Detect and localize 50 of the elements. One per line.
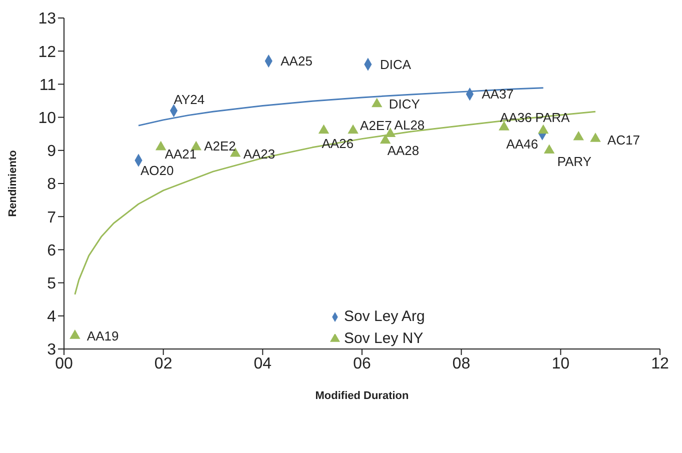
point: [538, 124, 549, 134]
y-tick-label: 13: [38, 10, 56, 28]
y-tick-label: 11: [39, 76, 56, 94]
annotation: A2E7: [360, 118, 392, 134]
point: [380, 134, 391, 144]
annotation: DICA: [380, 56, 412, 72]
annotation: AY24: [174, 92, 205, 108]
point: [590, 132, 601, 142]
x-tick-label: 06: [353, 355, 371, 372]
annotation: AA25: [280, 54, 312, 69]
annotation: DICY: [388, 96, 420, 112]
annotation: AA21: [164, 146, 197, 162]
x-tick-label: 10: [552, 355, 570, 372]
y-tick-label: 10: [38, 110, 56, 127]
point: [544, 144, 555, 154]
y-tick-label: 7: [47, 209, 56, 226]
annotation: AA46: [506, 136, 538, 152]
point: [318, 124, 330, 134]
y-axis-title: Rendimiento: [6, 150, 19, 217]
y-tick-label: 8: [47, 176, 56, 194]
point: [372, 98, 382, 108]
annotation: A2E2: [204, 138, 236, 154]
point: [348, 124, 358, 134]
annotation: AA37: [482, 86, 514, 102]
y-tick-label: 12: [38, 44, 56, 61]
x-axis-title: Modified Duration: [315, 390, 410, 402]
annotation: PARY: [557, 154, 592, 169]
x-tick-label: 00: [55, 355, 73, 372]
annotation: AL28: [394, 117, 425, 132]
point: [190, 140, 202, 150]
annotation: AA23: [243, 146, 276, 162]
line-series: [74, 110, 596, 296]
legend-label: Sov Ley NY: [344, 330, 424, 347]
y-tick-label: 5: [47, 275, 56, 292]
legend-label: Sov Ley Arg: [344, 308, 425, 325]
annotation: AC17: [607, 132, 640, 148]
y-tick-label: 9: [47, 143, 56, 160]
x-tick-label: 08: [452, 355, 470, 372]
x-tick-label: 12: [651, 355, 669, 372]
y-tick-label: 3: [47, 342, 56, 359]
point: [573, 130, 584, 140]
annotation: AA19: [86, 328, 119, 344]
y-tick-label: 6: [47, 242, 56, 260]
annotation: AA28: [387, 143, 420, 158]
y-tick-label: 4: [47, 308, 56, 326]
point: [155, 140, 166, 150]
annotation: AO20: [140, 162, 174, 178]
x-tick-label: 02: [154, 355, 172, 372]
x-tick-label: 04: [254, 355, 272, 372]
point: [70, 330, 80, 339]
